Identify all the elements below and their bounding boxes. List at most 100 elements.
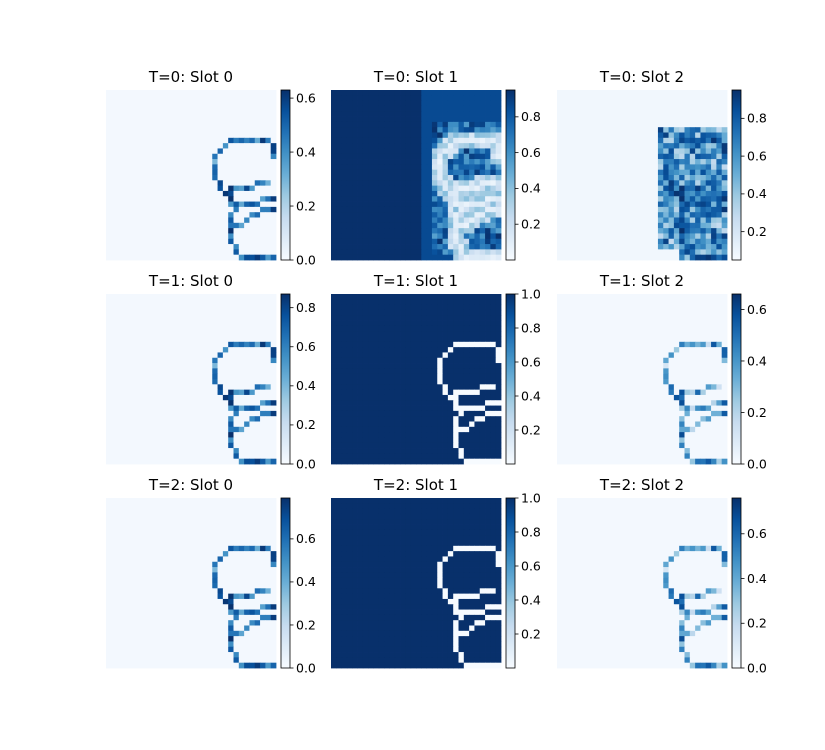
heatmap-cell bbox=[249, 410, 256, 417]
heatmap-cell bbox=[647, 180, 654, 187]
heatmap-cell bbox=[217, 254, 224, 261]
heatmap-cell bbox=[442, 95, 449, 102]
heatmap-cell bbox=[721, 217, 728, 224]
heatmap-cell bbox=[647, 116, 654, 123]
heatmap-cell bbox=[111, 137, 118, 144]
heatmap-cell bbox=[416, 421, 422, 428]
heatmap-cell bbox=[127, 432, 133, 438]
heatmap-cell bbox=[636, 185, 643, 192]
heatmap-cell bbox=[362, 400, 369, 406]
heatmap-cell bbox=[405, 405, 412, 412]
heatmap-cell bbox=[410, 212, 417, 218]
heatmap-cell bbox=[265, 153, 272, 160]
heatmap-cell bbox=[341, 222, 348, 229]
heatmap-cell bbox=[244, 105, 250, 112]
heatmap-cell bbox=[410, 175, 417, 181]
heatmap-cell bbox=[479, 254, 486, 261]
heatmap-cell bbox=[265, 244, 272, 250]
heatmap-cell bbox=[700, 148, 707, 155]
heatmap-cell bbox=[164, 105, 171, 112]
heatmap-cell bbox=[453, 153, 459, 160]
heatmap-cell bbox=[421, 389, 428, 396]
heatmap-cell bbox=[175, 217, 181, 224]
heatmap-cell bbox=[196, 315, 203, 321]
heatmap-cell bbox=[106, 95, 112, 102]
heatmap-cell bbox=[636, 116, 643, 123]
heatmap-cell bbox=[153, 368, 160, 375]
heatmap-cell bbox=[594, 212, 600, 218]
heatmap-cell bbox=[416, 212, 422, 218]
heatmap-cell bbox=[463, 357, 470, 364]
heatmap-cell bbox=[244, 190, 250, 197]
heatmap-cell bbox=[410, 201, 417, 208]
heatmap-cell bbox=[562, 233, 569, 240]
heatmap-cell bbox=[185, 363, 192, 369]
heatmap-cell bbox=[111, 347, 118, 353]
heatmap-cell bbox=[421, 363, 428, 369]
heatmap-cell bbox=[610, 159, 616, 165]
heatmap-cell bbox=[357, 159, 364, 165]
heatmap-cell bbox=[222, 341, 229, 348]
heatmap-cell bbox=[159, 90, 165, 96]
heatmap-cell bbox=[336, 320, 343, 327]
heatmap-cell bbox=[373, 132, 380, 139]
heatmap-cell bbox=[185, 341, 192, 348]
heatmap-cell bbox=[447, 105, 454, 112]
heatmap-cell bbox=[106, 341, 112, 348]
heatmap-cell bbox=[201, 448, 208, 454]
heatmap-cell bbox=[121, 228, 128, 234]
heatmap-cell bbox=[431, 368, 438, 375]
heatmap-cell bbox=[384, 309, 390, 316]
heatmap-cell bbox=[431, 352, 438, 359]
heatmap-cell bbox=[143, 212, 149, 218]
heatmap-cell bbox=[695, 212, 701, 218]
heatmap-cell bbox=[185, 175, 192, 181]
heatmap-cell bbox=[668, 121, 675, 128]
heatmap-cell bbox=[463, 320, 470, 327]
heatmap-cell bbox=[228, 159, 234, 165]
heatmap-cell bbox=[490, 212, 497, 218]
heatmap-cell bbox=[222, 127, 229, 133]
heatmap-cell bbox=[447, 180, 454, 187]
heatmap-cell bbox=[474, 379, 481, 385]
heatmap-cell bbox=[143, 309, 149, 316]
heatmap-cell bbox=[373, 95, 380, 102]
heatmap-cell bbox=[196, 389, 203, 396]
heatmap-cell bbox=[378, 341, 385, 348]
heatmap-cell bbox=[331, 105, 337, 112]
heatmap-cell bbox=[620, 132, 627, 139]
heatmap-cell bbox=[212, 244, 218, 250]
heatmap-cell bbox=[485, 336, 491, 343]
heatmap-cell bbox=[196, 363, 203, 369]
heatmap-cell bbox=[421, 217, 428, 224]
heatmap-cell bbox=[400, 400, 406, 406]
heatmap-cell bbox=[127, 201, 133, 208]
heatmap-cell bbox=[228, 405, 234, 412]
heatmap-cell bbox=[437, 175, 443, 181]
heatmap-cell bbox=[705, 143, 712, 149]
heatmap-cell bbox=[626, 95, 632, 102]
heatmap-cell bbox=[191, 159, 197, 165]
heatmap-cell bbox=[572, 127, 579, 133]
heatmap-cell bbox=[426, 212, 433, 218]
heatmap-cell bbox=[700, 127, 707, 133]
heatmap-cell bbox=[121, 190, 128, 197]
heatmap-cell bbox=[233, 175, 240, 181]
heatmap-cell bbox=[384, 389, 390, 396]
heatmap-cell bbox=[111, 111, 118, 117]
heatmap-cell bbox=[416, 299, 422, 306]
heatmap-cell bbox=[201, 244, 208, 250]
heatmap-cell bbox=[180, 148, 187, 155]
heatmap-cell bbox=[238, 442, 245, 449]
heatmap-cell bbox=[265, 217, 272, 224]
heatmap-cell bbox=[578, 105, 584, 112]
heatmap-cell bbox=[400, 331, 406, 337]
heatmap-cell bbox=[137, 453, 144, 460]
heatmap-cell bbox=[373, 341, 380, 348]
heatmap-cell bbox=[352, 169, 358, 176]
heatmap-cell bbox=[463, 341, 470, 348]
heatmap-cell bbox=[265, 206, 272, 213]
heatmap-cell bbox=[352, 352, 358, 359]
heatmap-cell bbox=[437, 320, 443, 327]
heatmap-cell bbox=[431, 222, 438, 229]
